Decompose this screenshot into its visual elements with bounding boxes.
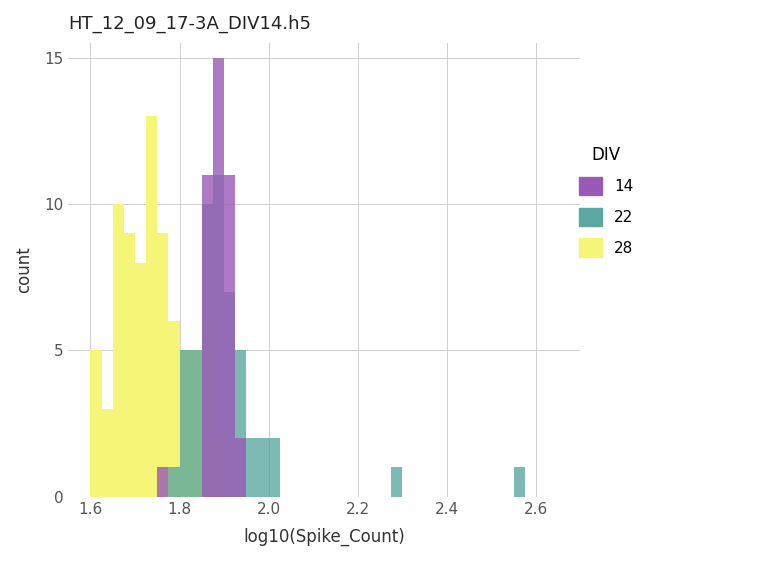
Bar	[180, 351, 191, 496]
Text: HT_12_09_17-3A_DIV14.h5: HT_12_09_17-3A_DIV14.h5	[68, 15, 311, 33]
Bar	[213, 58, 224, 496]
Bar	[213, 174, 224, 496]
Bar	[202, 321, 213, 496]
Bar	[202, 174, 213, 496]
Bar	[191, 351, 202, 496]
Bar	[246, 438, 257, 496]
Bar	[224, 174, 235, 496]
Bar	[168, 467, 180, 496]
Bar	[113, 204, 124, 496]
Bar	[157, 233, 168, 496]
Bar	[191, 351, 202, 496]
Bar	[90, 351, 102, 496]
Bar	[269, 438, 280, 496]
Bar	[224, 292, 235, 496]
Bar	[257, 438, 269, 496]
Bar	[180, 351, 191, 496]
Bar	[135, 263, 146, 496]
Bar	[235, 351, 246, 496]
Bar	[102, 409, 113, 496]
Legend: 14, 22, 28: 14, 22, 28	[573, 140, 639, 263]
Y-axis label: count: count	[15, 246, 33, 293]
Bar	[513, 467, 525, 496]
Bar	[213, 438, 224, 496]
Bar	[157, 467, 168, 496]
Bar	[202, 204, 213, 496]
Bar	[124, 233, 135, 496]
Bar	[235, 438, 246, 496]
X-axis label: log10(Spike_Count): log10(Spike_Count)	[244, 528, 405, 546]
Bar	[168, 321, 180, 496]
Bar	[146, 116, 157, 496]
Bar	[391, 467, 402, 496]
